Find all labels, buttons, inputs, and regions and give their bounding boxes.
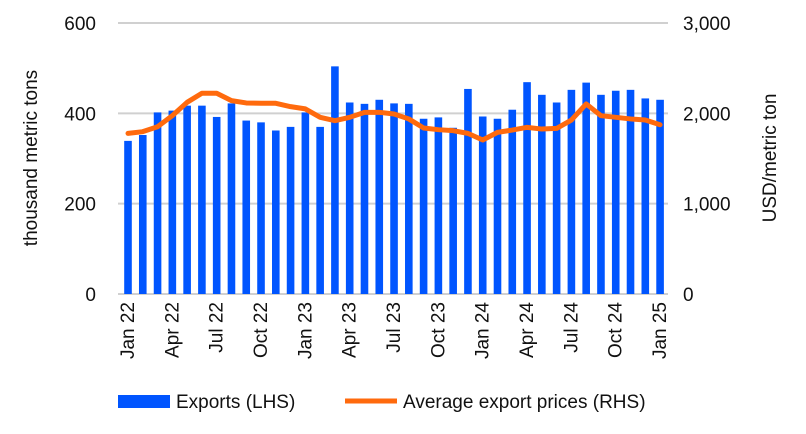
bar-jul-23 [390, 103, 398, 294]
bar-apr-23 [346, 102, 354, 294]
y2-tick-label: 1,000 [683, 195, 731, 216]
bar-dec-22 [287, 127, 295, 294]
y-tick-label: 400 [64, 104, 96, 125]
bar-oct-23 [435, 117, 443, 294]
bar-sep-22 [242, 121, 250, 294]
bar-jun-22 [198, 106, 206, 294]
bar-jul-22 [213, 117, 221, 294]
bar-feb-23 [316, 127, 324, 294]
bar-dec-23 [464, 89, 472, 294]
bar-feb-24 [494, 119, 502, 294]
bar-nov-23 [449, 128, 457, 294]
bar-jan-23 [302, 112, 310, 294]
bar-aug-22 [228, 103, 236, 294]
x-tick-label: Apr 24 [517, 302, 538, 358]
bar-may-22 [183, 106, 191, 294]
x-tick-label: Jan 24 [473, 302, 494, 359]
x-tick-label: Jul 23 [384, 302, 405, 353]
x-tick-label: Jul 24 [561, 302, 582, 353]
bar-may-24 [538, 95, 546, 294]
x-tick-label: Oct 24 [606, 302, 627, 358]
y2-tick-label: 2,000 [683, 104, 731, 125]
x-tick-label: Jan 22 [118, 302, 139, 359]
x-tick-label: Jul 22 [207, 302, 228, 353]
bar-mar-22 [154, 112, 162, 294]
bar-dec-24 [642, 98, 650, 294]
x-tick-label: Apr 23 [340, 302, 361, 358]
y-tick-label: 200 [64, 195, 96, 216]
y-tick-label: 0 [85, 285, 96, 306]
bar-aug-24 [582, 83, 590, 294]
bar-jun-23 [375, 100, 383, 294]
x-tick-label: Oct 22 [251, 302, 272, 358]
bar-jan-24 [479, 116, 487, 294]
bar-oct-24 [612, 91, 620, 294]
y-axis-label: thousand metric tons [21, 70, 42, 246]
y2-axis-label: USD/metric ton [760, 94, 781, 223]
y2-tick-label: 3,000 [683, 14, 731, 35]
x-tick-label: Jan 23 [295, 302, 316, 359]
legend-swatch-exports [118, 395, 170, 408]
y2-tick-label: 0 [683, 285, 694, 306]
bar-nov-22 [272, 130, 280, 294]
bar-oct-22 [257, 122, 265, 294]
bar-sep-24 [597, 95, 605, 294]
bar-apr-24 [523, 82, 531, 294]
bar-may-23 [361, 104, 369, 294]
bar-apr-22 [169, 111, 177, 294]
x-tick-label: Apr 22 [162, 302, 183, 358]
x-tick-label: Jan 25 [650, 302, 671, 359]
bar-mar-23 [331, 66, 339, 294]
bar-sep-23 [420, 119, 428, 294]
x-tick-label: Oct 23 [428, 302, 449, 358]
bar-mar-24 [508, 110, 516, 294]
bar-jan-25 [656, 100, 664, 294]
legend-label-exports: Exports (LHS) [176, 392, 295, 413]
bar-feb-22 [139, 135, 147, 294]
legend-label-prices: Average export prices (RHS) [403, 392, 646, 413]
legend: Exports (LHS) Average export prices (RHS… [118, 392, 646, 413]
bar-jan-22 [124, 141, 132, 294]
bar-aug-23 [405, 104, 413, 294]
y-tick-label: 600 [64, 14, 96, 35]
bar-jun-24 [553, 102, 561, 294]
